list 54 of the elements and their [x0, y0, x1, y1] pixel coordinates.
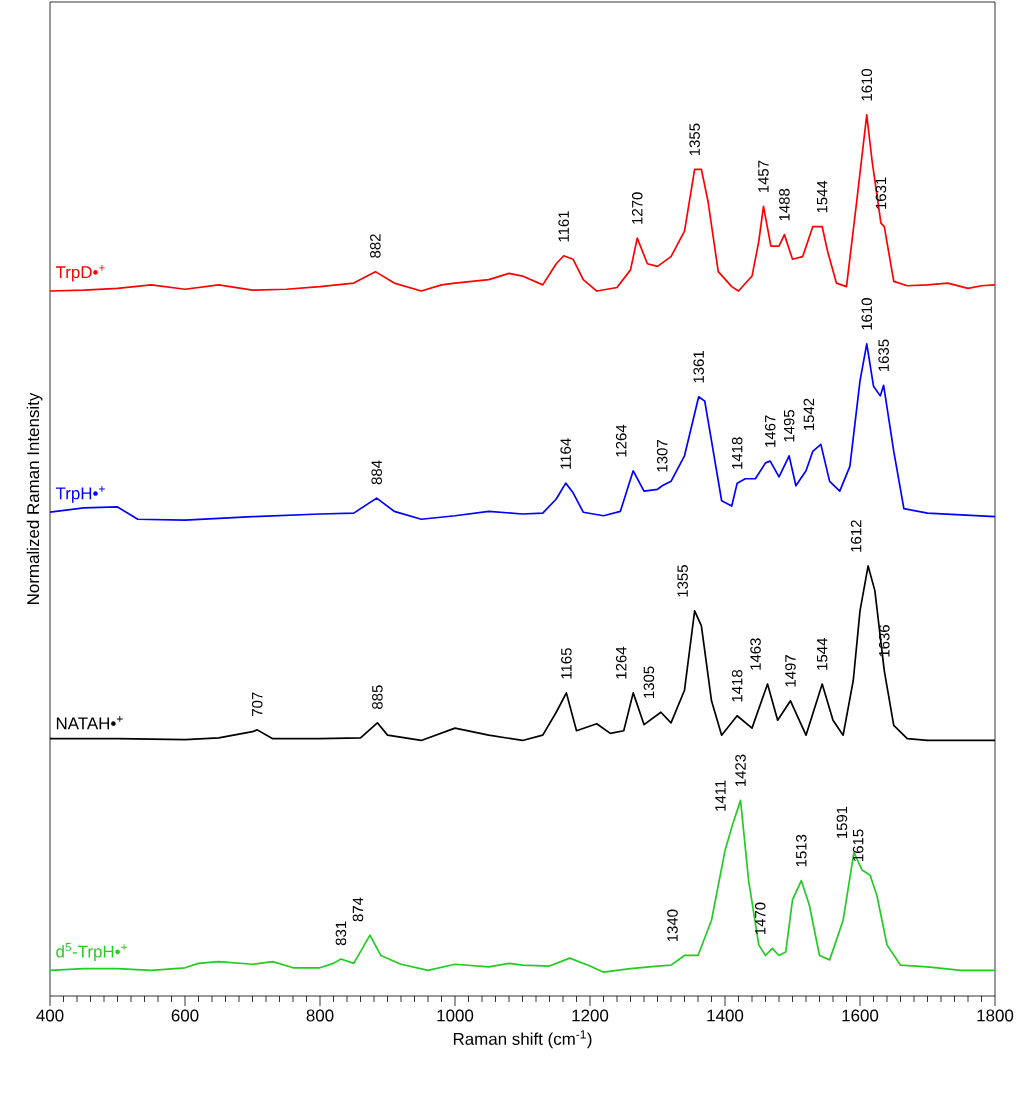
annotation: 1264: [615, 646, 627, 679]
x-tick-label: 400: [36, 1009, 64, 1022]
annotation: 831: [335, 921, 347, 946]
annotation: 1165: [561, 648, 572, 679]
x-tick-label: 600: [171, 1009, 199, 1022]
annotation: 1544: [816, 180, 828, 213]
series-label: d$^{5}$-TrpH•$^{+}$: [56, 943, 127, 961]
annotation: 1264: [615, 424, 627, 457]
annotation: 1340: [667, 909, 678, 942]
annotation: 1355: [677, 565, 688, 597]
x-axis-title: Raman shift (cm$^{-1}$): [453, 1030, 592, 1049]
annotation: 1470: [754, 902, 766, 935]
annotation: 1418: [731, 669, 743, 702]
x-tick-label: 1800: [977, 1009, 1014, 1022]
y-axis-title: Normalized Raman Intensity: [26, 392, 43, 604]
annotation: 1161: [558, 211, 569, 242]
annotation: 1610: [861, 68, 873, 101]
annotation: 1270: [631, 192, 643, 224]
series-label: TrpH•$^{+}$: [55, 486, 105, 503]
annotation: 1164: [560, 438, 571, 469]
annotation: 874: [352, 897, 364, 922]
annotation: 1418: [731, 437, 743, 469]
annotation: 1467: [764, 415, 776, 447]
annotation: 1488: [779, 188, 790, 221]
x-tick-label: 1200: [572, 1009, 609, 1022]
annotation: 884: [371, 460, 382, 485]
annotation: 1457: [758, 160, 769, 193]
x-tick-label: 1000: [437, 1009, 474, 1022]
annotation: 1495: [783, 410, 795, 442]
series-label: NATAH•$^{+}$: [56, 716, 123, 730]
annotation: 1513: [795, 834, 807, 867]
annotation: 1544: [816, 638, 828, 670]
annotation: 1307: [656, 440, 668, 472]
series-label: TrpD•$^{+}$: [55, 264, 105, 282]
annotation: 1591: [836, 806, 848, 839]
annotation: 885: [372, 685, 383, 709]
x-tick-label: 800: [306, 1009, 334, 1022]
annotation: 1542: [803, 398, 815, 431]
annotation: 1305: [643, 666, 655, 698]
x-tick-label: 1600: [842, 1009, 879, 1022]
annotation: 1635: [878, 339, 889, 371]
annotation: 1361: [693, 351, 704, 383]
annotation: 1355: [689, 123, 700, 156]
x-tick-label: 1400: [707, 1009, 744, 1022]
annotation: 1612: [850, 520, 862, 552]
annotation: 1497: [785, 655, 796, 687]
annotation: 1423: [735, 754, 746, 787]
annotation: 1411: [715, 780, 726, 811]
annotation: 882: [370, 234, 381, 258]
annotation: 1463: [750, 638, 761, 670]
annotation: 707: [251, 692, 263, 716]
annotation: 1610: [861, 298, 873, 330]
annotation: 1615: [852, 829, 864, 861]
annotation: 1631: [875, 177, 887, 209]
